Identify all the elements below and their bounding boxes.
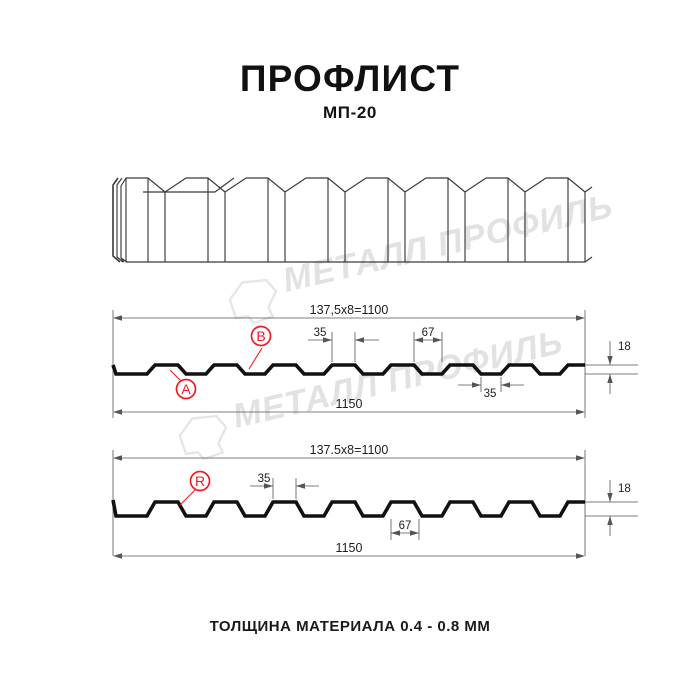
dimension-total-top (113, 409, 585, 415)
page-subtitle-model: МП-20 (323, 103, 377, 122)
dimension-pitch-bottom (113, 455, 585, 461)
marker-r-label: R (195, 473, 205, 489)
marker-b-label: B (256, 328, 265, 344)
dimension-rib-top-label: 35 (314, 327, 327, 339)
material-thickness-note: ТОЛЩИНА МАТЕРИАЛА 0.4 - 0.8 ММ (209, 618, 491, 635)
dimension-pitch-top (113, 315, 585, 321)
dimension-total-bottom-label: 1150 (336, 541, 363, 555)
dimension-height-bottom-label: 18 (618, 483, 631, 495)
dimension-rib-bottom-section-label: 35 (258, 473, 271, 485)
dimension-total-top-label: 1150 (336, 397, 363, 411)
dimension-total-bottom (113, 553, 585, 559)
dimension-pitch-top-label: 137,5x8=1100 (310, 303, 389, 317)
marker-a-label: A (181, 381, 191, 397)
cross-section-r: 137.5x8=1100 35 67 18 (111, 443, 638, 559)
dimension-valley-bottom-label: 67 (399, 520, 412, 532)
profile-outline-bottom (111, 499, 585, 518)
metall-profil-logo (178, 414, 228, 461)
cross-section-a-b: 137,5x8=1100 35 67 35 (111, 303, 638, 418)
profile-outline-top (111, 363, 585, 376)
watermark-text: МЕТАЛЛ ПРОФИЛЬ (229, 323, 567, 436)
marker-r[interactable]: R (179, 470, 211, 506)
profile-sheet-3d-view (112, 177, 593, 263)
dimension-pitch-bottom-label: 137.5x8=1100 (310, 443, 389, 457)
marker-a[interactable]: A (169, 369, 197, 400)
page-title: ПРОФЛИСТ (239, 58, 461, 99)
metall-profil-logo (228, 278, 278, 325)
marker-b[interactable]: B (248, 325, 272, 370)
dimension-height-top-label: 18 (618, 341, 631, 353)
dimension-rib-bottom-label: 35 (484, 388, 497, 400)
dimension-valley-top-label: 67 (422, 327, 435, 339)
